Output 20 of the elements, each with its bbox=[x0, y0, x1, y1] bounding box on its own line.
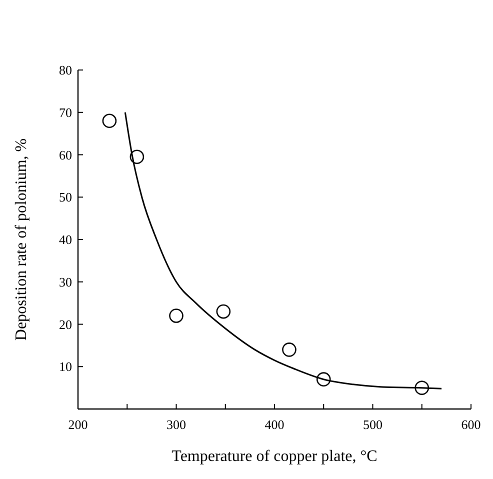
y-tick-label: 30 bbox=[59, 274, 72, 290]
y-tick-label: 80 bbox=[59, 62, 72, 78]
y-tick-label: 70 bbox=[59, 104, 72, 120]
y-tick-label: 60 bbox=[59, 147, 72, 162]
point bbox=[130, 150, 144, 164]
y-tick-label: 20 bbox=[59, 316, 72, 332]
x-tick-label: 600 bbox=[461, 417, 481, 432]
point bbox=[169, 308, 184, 323]
y-tick-label: 10 bbox=[59, 359, 72, 374]
x-tick-label: 200 bbox=[68, 417, 88, 432]
y-tick-label: 40 bbox=[59, 232, 72, 248]
point bbox=[216, 304, 231, 319]
x-tick-label: 400 bbox=[264, 417, 284, 432]
y-axis-title: Deposition rate of polonium, % bbox=[13, 138, 30, 341]
point bbox=[102, 114, 117, 128]
y-tick-label: 50 bbox=[59, 190, 72, 205]
x-tick-label: 300 bbox=[166, 417, 186, 432]
point bbox=[282, 342, 296, 357]
x-axis-title: Temperature of copper plate, °C bbox=[172, 448, 378, 465]
x-tick-label: 500 bbox=[363, 417, 382, 432]
